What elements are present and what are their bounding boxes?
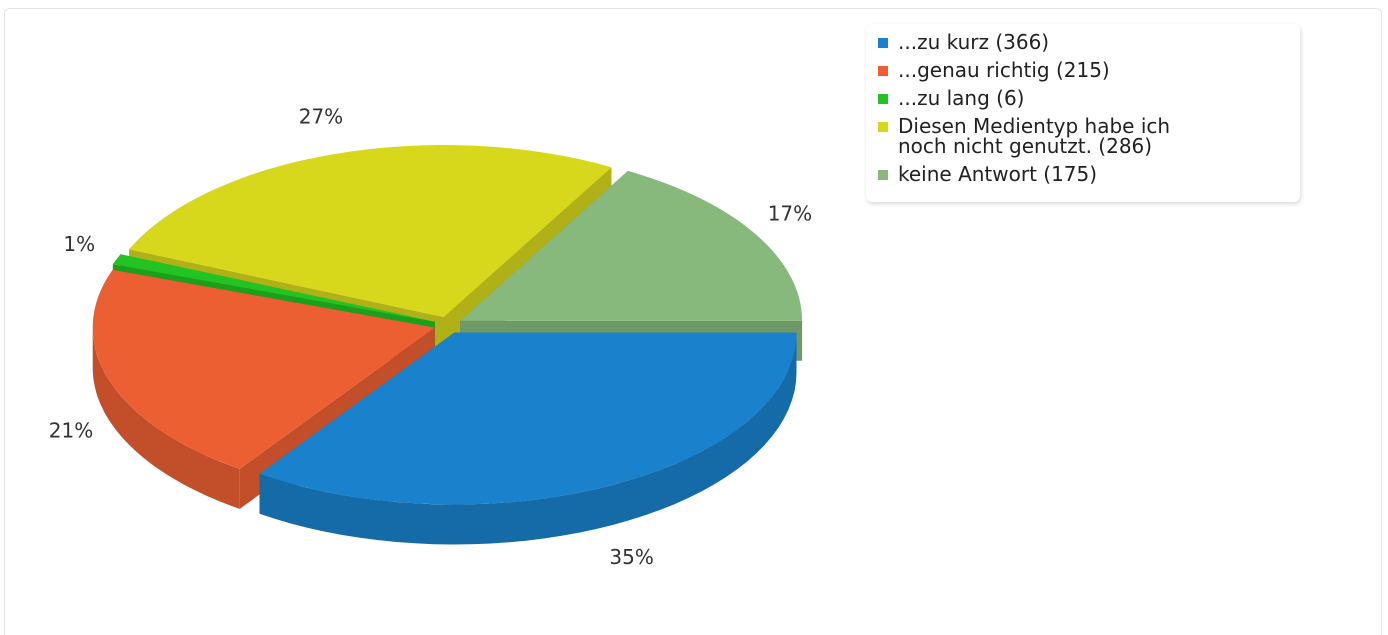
slice — [460, 170, 803, 361]
legend-item: ...genau richtig (215) — [878, 60, 1290, 80]
legend-swatch — [878, 66, 888, 76]
slice-top — [112, 254, 436, 322]
slice-wall — [259, 332, 797, 545]
legend-item: ...zu lang (6) — [878, 88, 1290, 108]
chart-frame — [4, 8, 1382, 635]
legend-item: ...zu kurz (366) — [878, 32, 1290, 52]
slice-top — [259, 332, 797, 505]
slice-label: 35% — [609, 545, 653, 569]
slice-label: 1% — [63, 232, 95, 256]
slice-top — [92, 269, 435, 469]
slice-wall — [92, 327, 240, 509]
legend-swatch — [878, 38, 888, 48]
legend-item: keine Antwort (175) — [878, 164, 1290, 184]
slice — [259, 332, 797, 545]
slice-label: 27% — [299, 105, 343, 129]
slice-top — [460, 170, 803, 321]
legend-label: keine Antwort (175) — [898, 162, 1098, 186]
legend: ...zu kurz (366) ...genau richtig (215)..… — [866, 24, 1300, 202]
slice-label: 21% — [49, 418, 93, 442]
legend-item: Diesen Medientyp habe ich noch nicht gen… — [878, 116, 1290, 156]
legend-label: Diesen Medientyp habe ich noch nicht gen… — [898, 114, 1171, 158]
legend-swatch — [878, 122, 888, 132]
legend-swatch — [878, 170, 888, 180]
legend-label: ...zu lang (6) — [898, 86, 1025, 110]
legend-label: ...genau richtig (215) — [898, 58, 1110, 82]
legend-label: ...zu kurz (366) — [898, 30, 1050, 54]
slice-label: 17% — [768, 201, 812, 225]
legend-swatch — [878, 94, 888, 104]
slice-top — [129, 145, 612, 317]
